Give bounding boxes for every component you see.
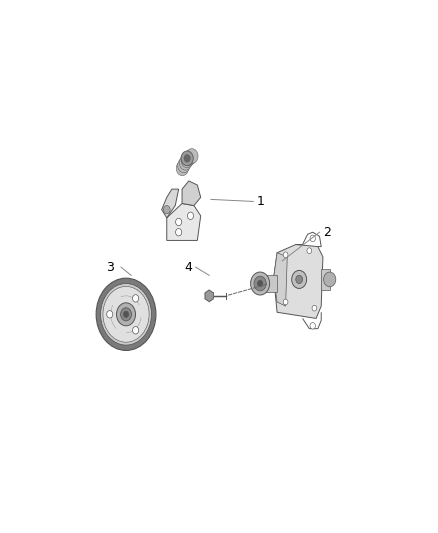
Circle shape — [117, 303, 135, 326]
Circle shape — [133, 295, 139, 302]
Circle shape — [254, 276, 266, 291]
Circle shape — [107, 311, 113, 318]
Polygon shape — [205, 290, 213, 302]
Circle shape — [120, 308, 131, 321]
Circle shape — [181, 151, 193, 166]
Circle shape — [292, 270, 307, 288]
Polygon shape — [262, 276, 277, 292]
Circle shape — [296, 276, 303, 284]
Polygon shape — [274, 245, 323, 318]
Polygon shape — [182, 181, 201, 206]
Circle shape — [163, 206, 170, 214]
Circle shape — [307, 248, 312, 254]
Circle shape — [258, 280, 263, 287]
Circle shape — [283, 299, 288, 305]
Circle shape — [283, 252, 288, 257]
Circle shape — [310, 235, 315, 241]
Circle shape — [176, 219, 182, 225]
Polygon shape — [321, 269, 330, 290]
Circle shape — [186, 149, 198, 164]
Circle shape — [103, 286, 149, 342]
Circle shape — [324, 272, 336, 287]
Circle shape — [310, 322, 315, 329]
Circle shape — [124, 311, 129, 318]
Text: 4: 4 — [184, 261, 192, 273]
Circle shape — [183, 151, 195, 166]
Circle shape — [133, 327, 139, 334]
Text: 2: 2 — [323, 226, 331, 239]
Circle shape — [184, 150, 197, 165]
Circle shape — [184, 155, 190, 162]
Circle shape — [251, 272, 270, 295]
Text: 3: 3 — [106, 261, 114, 273]
Circle shape — [178, 158, 190, 173]
Circle shape — [176, 161, 188, 176]
Polygon shape — [274, 253, 287, 306]
Circle shape — [179, 155, 191, 170]
Polygon shape — [167, 204, 201, 240]
Circle shape — [176, 229, 182, 236]
Circle shape — [96, 278, 156, 350]
Polygon shape — [162, 189, 179, 218]
Circle shape — [312, 305, 317, 311]
Text: 1: 1 — [257, 195, 265, 208]
Circle shape — [187, 212, 194, 220]
Circle shape — [181, 153, 193, 168]
Circle shape — [101, 284, 152, 345]
